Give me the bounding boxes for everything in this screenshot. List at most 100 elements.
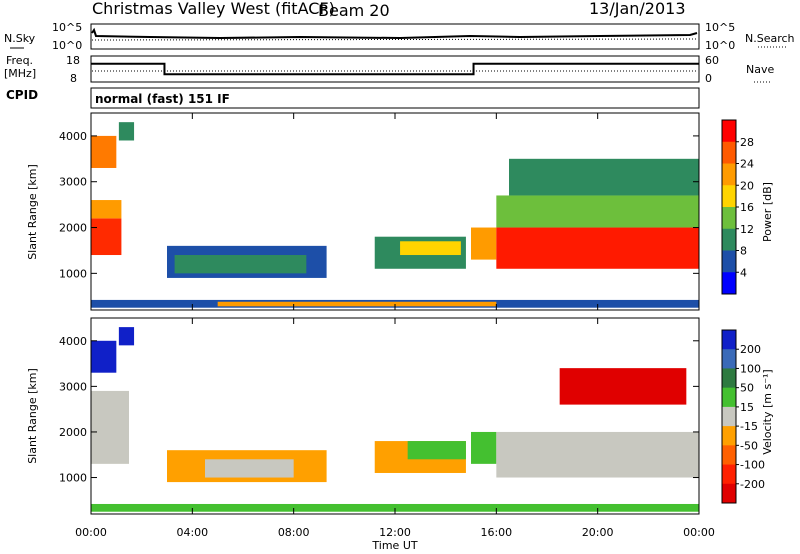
- power-ytick-label-3: 4000: [59, 130, 87, 143]
- noise-sky-trace: [91, 27, 698, 40]
- velocity-panel-frame: [90, 317, 700, 515]
- x-axis-ticks: 00:00 04:00 08:00 12:00 16:00 20:00 00:00: [75, 113, 715, 539]
- xtick-label-3: 12:00: [379, 526, 411, 539]
- velocity-cbar-swatch-5: [722, 426, 736, 446]
- velocity-cbar-frame: [721, 329, 737, 504]
- power-region-8: [471, 227, 497, 260]
- power-cbar-label-5: 8: [740, 245, 747, 258]
- freq-left-label-2: [MHz]: [4, 67, 36, 80]
- velocity-cbar-label-1: 100: [740, 362, 761, 375]
- power-cbar-label-0: 28: [740, 136, 754, 149]
- freq-step-trace: [91, 62, 699, 76]
- noise-right-tick-top: 10^5: [705, 21, 735, 34]
- freq-right-label: Nave: [746, 63, 774, 76]
- cpid-label: CPID: [6, 88, 38, 102]
- velocity-cbar-label-4: -15: [740, 420, 758, 433]
- noise-left-label: N.Sky: [4, 32, 36, 45]
- velocity-region-9: [559, 368, 687, 405]
- velocity-cbar-swatch-6: [722, 445, 736, 466]
- power-cbar-swatch-3: [722, 185, 736, 208]
- power-region-11: [509, 158, 699, 196]
- velocity-ytick-label-2: 3000: [59, 380, 87, 393]
- velocity-cbar-swatch-7: [722, 464, 736, 485]
- velocity-region-4: [205, 459, 294, 478]
- power-cbar-label-3: 16: [740, 201, 754, 214]
- power-cbar-label-4: 12: [740, 223, 754, 236]
- freq-left-tick-bottom: 8: [70, 72, 77, 85]
- velocity-region-1: [91, 340, 117, 373]
- cpid-mode-text: normal (fast) 151 IF: [95, 92, 230, 106]
- power-cbar-swatch-7: [722, 272, 736, 295]
- power-region-10: [496, 227, 699, 269]
- freq-right-tick-bottom: 0: [705, 72, 712, 85]
- x-axis-label: Time UT: [371, 539, 417, 552]
- velocity-colorbar-label: Velocity [m s⁻¹]: [761, 369, 774, 454]
- velocity-colorbar: 200 100 50 15 -15 -50 -100 -200: [721, 329, 765, 504]
- freq-panel-frame: [90, 55, 700, 83]
- velocity-ytick-label-0: 1000: [59, 472, 87, 485]
- power-cbar-swatch-6: [722, 250, 736, 273]
- power-cbar-swatch-5: [722, 228, 736, 251]
- power-cbar-label-6: 4: [740, 266, 747, 279]
- xtick-label-6: 00:00: [683, 526, 715, 539]
- velocity-cbar-swatch-3: [722, 387, 736, 408]
- date-label: 13/Jan/2013: [589, 0, 686, 18]
- power-region-13: [217, 301, 497, 307]
- noise-left-tick-bottom: 10^0: [52, 39, 82, 52]
- power-y-ticks: 1000 2000 3000 4000: [59, 130, 699, 280]
- power-colorbar-label: Power [dB]: [761, 182, 774, 242]
- xtick-label-1: 04:00: [176, 526, 208, 539]
- power-ytick-label-1: 2000: [59, 222, 87, 235]
- power-cbar-swatch-0: [722, 120, 736, 143]
- power-ytick-label-2: 3000: [59, 176, 87, 189]
- beam-label: Beam 20: [318, 1, 390, 20]
- velocity-y-axis-label: Slant Range [km]: [26, 368, 39, 464]
- noise-right-tick-bottom: 10^0: [705, 39, 735, 52]
- noise-search-trace: [91, 38, 698, 41]
- velocity-region-0: [91, 390, 129, 464]
- noise-left-tick-top: 10^5: [52, 21, 82, 34]
- xtick-label-2: 08:00: [278, 526, 310, 539]
- freq-left-label-1: Freq.: [6, 54, 33, 67]
- velocity-cbar-label-7: -200: [740, 478, 765, 491]
- cpid-row-frame: [90, 87, 700, 109]
- power-cbar-swatch-4: [722, 207, 736, 230]
- power-region-3: [118, 122, 135, 141]
- power-cbar-swatch-2: [722, 163, 736, 186]
- power-heatmap: [91, 122, 699, 308]
- velocity-cbar-label-3: 15: [740, 401, 754, 414]
- power-cbar-label-2: 20: [740, 179, 754, 192]
- power-region-0: [91, 218, 122, 256]
- velocity-heatmap: [91, 327, 699, 512]
- power-region-2: [91, 135, 117, 168]
- velocity-cbar-label-0: 200: [740, 343, 761, 356]
- velocity-y-ticks: 1000 2000 3000 4000: [59, 335, 699, 485]
- power-colorbar: 28 24 20 16 12 8 4: [721, 119, 754, 295]
- noise-right-label: N.Search: [745, 32, 795, 45]
- power-region-5: [174, 255, 307, 274]
- power-region-9: [496, 195, 699, 228]
- power-cbar-swatch-1: [722, 141, 736, 164]
- station-title: Christmas Valley West (fitACF): [92, 0, 335, 18]
- xtick-label-0: 00:00: [75, 526, 107, 539]
- freq-left-tick-top: 18: [66, 54, 80, 67]
- velocity-cbar-label-6: -100: [740, 459, 765, 472]
- velocity-ytick-label-1: 2000: [59, 426, 87, 439]
- velocity-cbar-swatch-8: [722, 483, 736, 504]
- freq-right-tick-top: 60: [705, 54, 719, 67]
- velocity-ytick-label-3: 4000: [59, 335, 87, 348]
- velocity-cbar-swatch-4: [722, 406, 736, 427]
- power-cbar-label-1: 24: [740, 158, 754, 171]
- velocity-cbar-label-2: 50: [740, 382, 754, 395]
- xtick-label-4: 16:00: [480, 526, 512, 539]
- velocity-region-6: [407, 441, 466, 460]
- velocity-cbar-swatch-2: [722, 368, 736, 389]
- velocity-cbar-swatch-0: [722, 330, 736, 350]
- power-region-1: [91, 200, 122, 219]
- velocity-region-8: [496, 431, 699, 478]
- power-ytick-label-0: 1000: [59, 267, 87, 280]
- power-region-7: [400, 241, 461, 256]
- velocity-region-2: [118, 327, 135, 346]
- power-y-axis-label: Slant Range [km]: [26, 164, 39, 260]
